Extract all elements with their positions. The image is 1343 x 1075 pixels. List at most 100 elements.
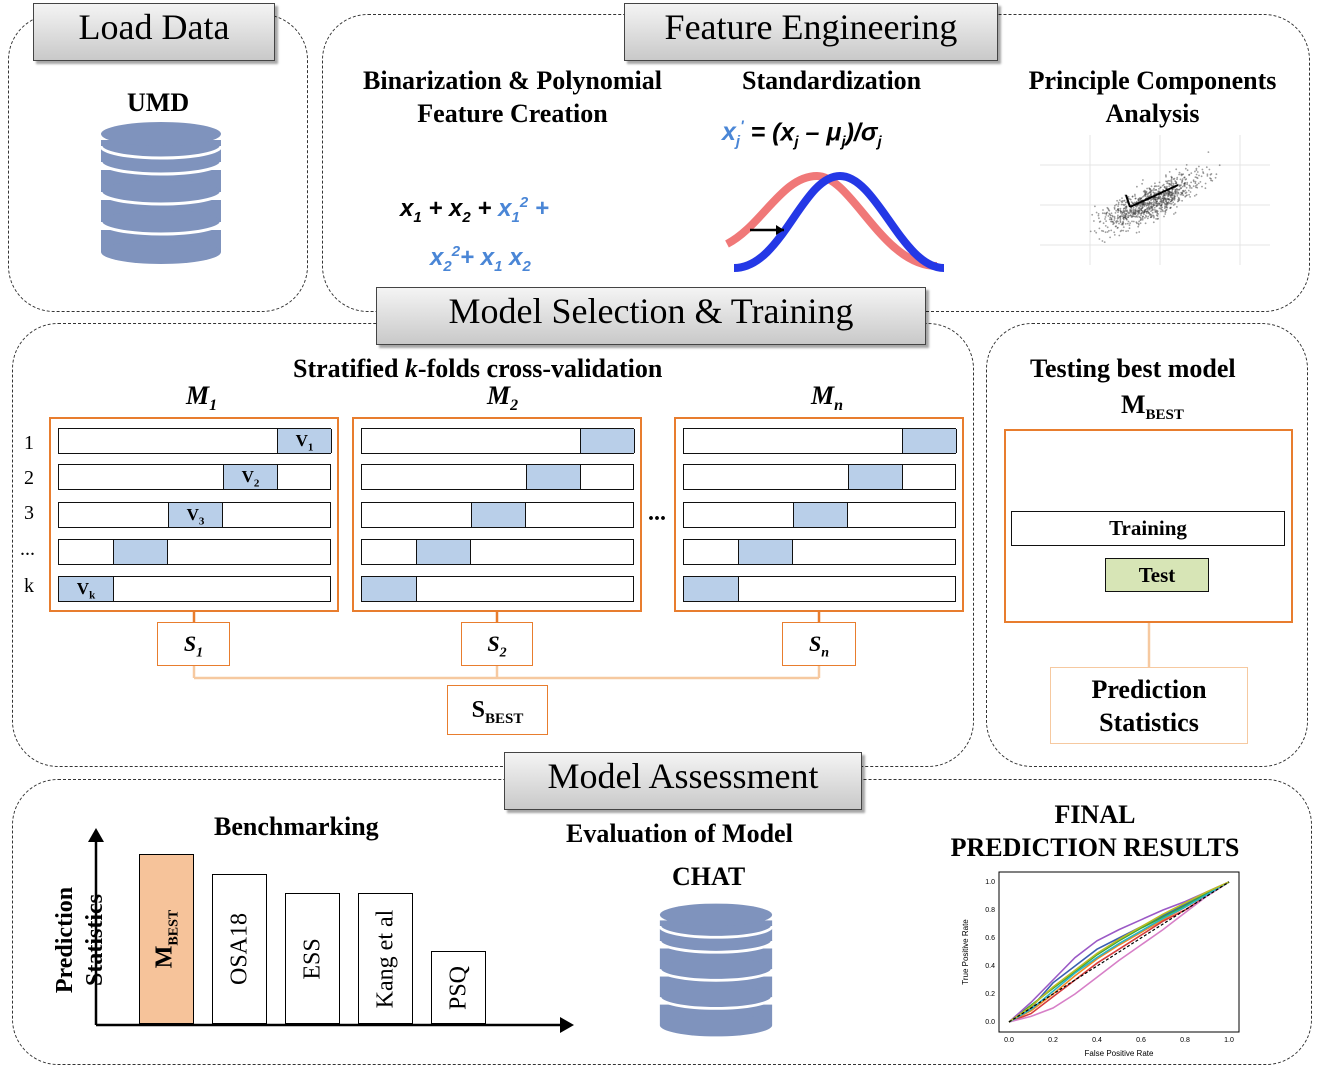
pca-point (1166, 187, 1168, 189)
pca-point (1116, 227, 1119, 229)
roc-x-tick: 1.0 (1224, 1037, 1234, 1044)
pca-point (1165, 174, 1167, 177)
pca-point (1122, 220, 1124, 223)
pca-point (1164, 200, 1167, 203)
pca-point (1161, 206, 1164, 209)
pca-point (1161, 203, 1163, 206)
pca-point (1166, 203, 1169, 206)
pca-point (1127, 230, 1129, 232)
pca-point (1103, 241, 1106, 243)
pca-point (1181, 193, 1183, 196)
roc-y-tick: 0.6 (985, 935, 995, 942)
pca-point (1163, 197, 1166, 199)
pca-point (1162, 192, 1165, 195)
pca-point (1167, 190, 1170, 193)
pca-point (1171, 190, 1174, 192)
pca-point (1168, 199, 1170, 201)
pca-point (1169, 180, 1171, 182)
pca-point (1162, 200, 1165, 203)
pca-point (1122, 217, 1125, 220)
pca-point (1139, 222, 1142, 225)
pca-point (1195, 184, 1197, 187)
pca-point (1166, 206, 1169, 209)
pca-point (1119, 210, 1122, 213)
pca-point (1117, 208, 1120, 210)
pca-point (1105, 212, 1108, 215)
pca-point (1137, 212, 1139, 214)
pca-point (1139, 204, 1141, 207)
cv-title-k: k (404, 354, 418, 383)
pca-point (1136, 222, 1138, 225)
fold-bar: V3 (58, 502, 331, 528)
pca-point (1172, 182, 1175, 185)
pca-point (1149, 214, 1151, 216)
pca-point (1176, 189, 1178, 191)
pca-point (1131, 215, 1134, 218)
pca-point (1153, 216, 1155, 219)
pca-point (1174, 203, 1176, 205)
pca-point (1116, 220, 1118, 222)
pca-point (1155, 200, 1158, 203)
pca-point (1150, 202, 1152, 205)
pca-point (1193, 195, 1196, 197)
pca-point (1189, 196, 1191, 198)
model-selection-banner: Model Selection & Training (376, 287, 926, 345)
pca-point (1171, 176, 1173, 179)
pca-point (1144, 222, 1147, 225)
pca-point (1160, 204, 1163, 207)
pca-point (1180, 173, 1183, 176)
pca-point (1155, 202, 1157, 205)
pca-point (1158, 190, 1161, 193)
pca-point (1154, 198, 1157, 201)
pca-point (1197, 182, 1200, 185)
pca-point (1185, 178, 1188, 180)
pca-title: Principle Components Analysis (1005, 64, 1300, 130)
pca-point (1129, 214, 1132, 216)
pca-point (1147, 203, 1150, 206)
pca-point (1144, 209, 1147, 211)
pca-point (1160, 210, 1162, 213)
pca-point (1178, 197, 1181, 200)
pca-point (1123, 210, 1126, 213)
pca-point (1129, 222, 1131, 224)
pca-point (1113, 222, 1115, 225)
pca-point (1170, 198, 1173, 201)
pca-point (1159, 196, 1162, 198)
pca-point (1104, 225, 1107, 227)
pca-point (1199, 181, 1202, 183)
pca-point (1169, 207, 1172, 209)
score-box: Sn (782, 622, 856, 666)
pca-point (1164, 194, 1166, 197)
validation-segment (471, 503, 526, 527)
pca-point (1160, 199, 1163, 202)
pca-point (1148, 191, 1151, 194)
pca-point (1181, 192, 1184, 194)
pca-point (1167, 201, 1170, 203)
pca-point (1104, 218, 1106, 220)
pca-point (1166, 197, 1169, 200)
pca-point (1146, 187, 1148, 190)
pca-point (1160, 204, 1162, 207)
pca-point (1218, 164, 1221, 167)
pca-point (1125, 230, 1127, 233)
pca-point (1150, 210, 1152, 212)
pca-point (1185, 191, 1188, 194)
pca-point (1117, 211, 1119, 214)
pca-point (1158, 202, 1161, 205)
pca-point (1156, 198, 1159, 201)
pca-point (1154, 192, 1157, 195)
pca-point (1168, 190, 1171, 193)
pca-point (1194, 180, 1197, 183)
testing-title: Testing best model (1030, 354, 1236, 383)
pca-point (1176, 195, 1179, 197)
pca-point (1095, 211, 1098, 214)
pca-point (1114, 204, 1116, 207)
pca-point (1152, 205, 1154, 208)
pca-point (1124, 209, 1127, 211)
pca-line2: Analysis (1105, 99, 1200, 128)
pca-point (1163, 215, 1165, 218)
pca-point (1177, 200, 1180, 202)
pca-point (1128, 214, 1131, 217)
benchmark-bar: PSQ (431, 951, 486, 1024)
pca-point (1102, 230, 1105, 233)
